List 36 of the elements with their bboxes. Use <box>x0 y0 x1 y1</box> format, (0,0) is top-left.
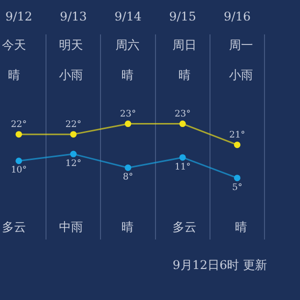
annotation: 多云 <box>171 219 198 236</box>
annotation: 晴 <box>120 219 135 236</box>
annotation: 今天 <box>1 37 27 54</box>
data-label: 22° <box>10 120 26 130</box>
annotation: 多云 <box>1 219 27 236</box>
data-label: 23° <box>174 110 190 120</box>
annotation: 晴 <box>120 67 135 84</box>
x-tick-label: 9/15 <box>168 9 196 24</box>
x-tick-label: 9/14 <box>114 9 142 24</box>
point <box>15 158 22 164</box>
point <box>178 154 186 161</box>
annotation: 中雨 <box>58 219 84 236</box>
data-label: 12° <box>65 158 81 169</box>
x-tick-label: 9/16 <box>223 9 250 24</box>
data-label: 8° <box>122 172 133 183</box>
annotation: 晴 <box>7 67 21 84</box>
data-label: 5° <box>232 182 242 193</box>
x-tick-label: 9/12 <box>4 9 32 24</box>
annotation: 明天 <box>58 37 84 54</box>
annotation: 周一 <box>228 37 254 54</box>
annotation: 周六 <box>114 37 141 54</box>
point <box>124 164 131 171</box>
data-label: 10° <box>10 166 26 176</box>
point <box>70 150 76 158</box>
data-label: 11° <box>174 162 190 172</box>
data-label: 23° <box>120 110 136 120</box>
annotation: 晴 <box>234 219 248 236</box>
point <box>234 174 240 182</box>
data-label: 22° <box>65 120 81 130</box>
data-label: 21° <box>228 130 245 141</box>
annotation: 小雨 <box>58 67 84 84</box>
annotation: 小雨 <box>228 67 254 84</box>
annotation: 周日 <box>171 37 198 54</box>
x-tick-label: 9/13 <box>60 9 86 24</box>
annotation: 晴 <box>177 67 192 84</box>
text: 9月12日6时 更新 <box>172 257 267 274</box>
